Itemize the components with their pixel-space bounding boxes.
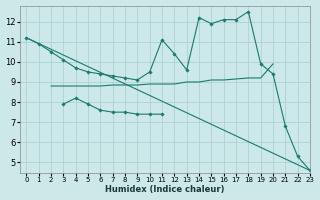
X-axis label: Humidex (Indice chaleur): Humidex (Indice chaleur): [105, 185, 225, 194]
